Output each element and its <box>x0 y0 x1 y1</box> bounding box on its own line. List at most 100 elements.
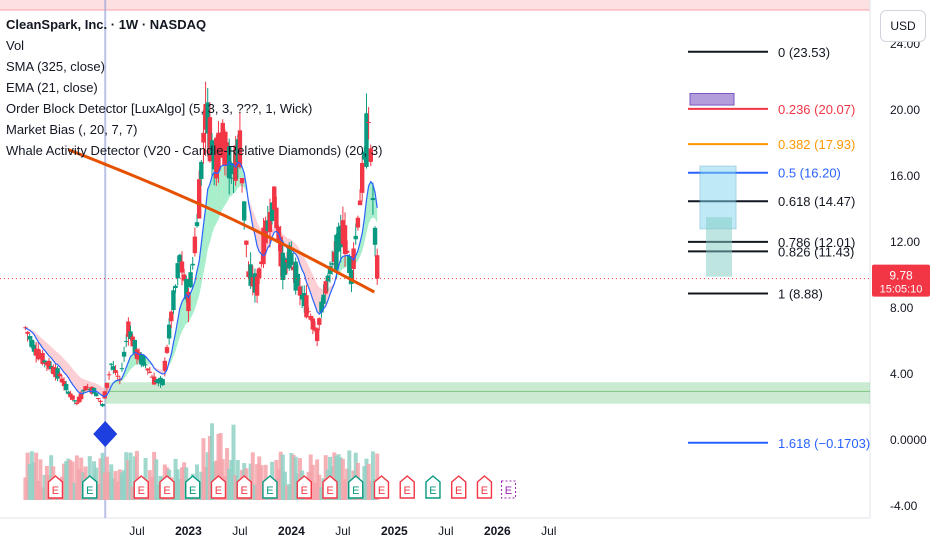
volume-bar <box>257 456 262 500</box>
volume-bar <box>336 454 341 500</box>
earnings-flag-icon[interactable] <box>425 475 441 499</box>
market-bias-segment <box>179 301 183 337</box>
price-tick-label: 0.0000 <box>890 433 927 447</box>
candle-body <box>304 295 309 318</box>
volume-bar <box>345 468 350 500</box>
volume-bar <box>207 436 212 500</box>
volume-bar <box>315 459 320 500</box>
market-bias-segment <box>55 351 58 365</box>
candle-body <box>115 375 120 377</box>
market-bias-segment <box>53 348 56 364</box>
whale-diamond-icon[interactable] <box>93 421 118 447</box>
indicator-whale-activity[interactable]: Whale Activity Detector (V20 - Candle-Re… <box>6 143 383 158</box>
earnings-flag-icon[interactable] <box>451 475 467 499</box>
volume-bar <box>70 461 75 500</box>
volume-bar <box>338 457 343 500</box>
candle-body <box>321 294 326 304</box>
candle-body <box>104 382 110 388</box>
candle-body <box>323 281 328 294</box>
market-bias-segment <box>184 294 187 328</box>
earnings-flag-icon[interactable] <box>82 475 98 499</box>
market-bias-segment <box>132 351 135 368</box>
volume-bar <box>77 468 82 500</box>
volume-bar <box>199 471 204 500</box>
earnings-flag-letter: E <box>189 485 196 497</box>
earnings-flag-icon[interactable] <box>210 475 227 499</box>
price-tick-label: 16.00 <box>890 169 920 183</box>
earnings-flag-icon[interactable] <box>159 475 175 499</box>
candle-body <box>70 395 75 400</box>
candle-body <box>269 202 275 221</box>
earnings-flag-icon[interactable] <box>476 475 493 499</box>
fib-level-label: 0.5 (16.20) <box>778 166 841 181</box>
volume-bar <box>34 452 39 500</box>
indicator-sma[interactable]: SMA (325, close) <box>6 59 105 74</box>
upcoming-earnings-icon[interactable] <box>500 480 516 499</box>
symbol-title[interactable]: CleanSpark, Inc. · 1W · NASDAQ <box>6 17 207 32</box>
earnings-flag-icon[interactable] <box>399 475 415 499</box>
market-bias-segment <box>46 342 50 356</box>
fib-purple-box <box>689 93 735 106</box>
volume-bar <box>147 470 152 500</box>
volume-bar <box>111 478 116 500</box>
indicator-ema[interactable]: EMA (21, close) <box>6 80 98 95</box>
candle-body <box>188 272 193 288</box>
volume-bar <box>287 484 292 500</box>
market-bias-segment <box>362 218 365 252</box>
candle-body <box>325 275 331 282</box>
volume-bar <box>115 481 120 500</box>
earnings-flag-letter: E <box>404 485 411 497</box>
candle-body <box>42 360 47 363</box>
earnings-flag-icon[interactable] <box>296 475 312 499</box>
order-block-zone <box>105 382 871 404</box>
indicator-market-bias[interactable]: Market Bias (, 20, 7, 7) <box>6 122 138 137</box>
volume-bar <box>154 459 159 500</box>
candle-body <box>192 236 198 254</box>
candle-body <box>263 220 268 244</box>
earnings-flag-icon[interactable] <box>373 475 390 499</box>
earnings-flag-icon[interactable] <box>47 475 64 499</box>
market-bias-segment <box>364 199 367 244</box>
market-bias-segment <box>68 363 71 382</box>
volume-bar <box>366 463 371 500</box>
candle-body <box>359 162 365 193</box>
volume-bar <box>175 469 180 500</box>
earnings-flag-icon[interactable] <box>185 475 201 499</box>
earnings-flag-icon[interactable] <box>236 475 252 499</box>
candle-body <box>171 290 176 311</box>
candle-body <box>59 378 65 383</box>
candle-body <box>295 273 301 287</box>
candle-body <box>121 351 127 357</box>
indicator-order-block[interactable]: Order Block Detector [LuxAlgo] (5, 3, 3,… <box>6 101 313 116</box>
volume-bar <box>285 485 290 500</box>
market-bias-segment <box>70 366 73 385</box>
candle-body <box>94 393 99 397</box>
earnings-flag-icon[interactable] <box>348 475 364 499</box>
volume-bar <box>364 458 369 500</box>
volume-bar <box>113 471 118 500</box>
volume-bar <box>180 467 185 500</box>
earnings-flag-icon[interactable] <box>322 475 338 499</box>
earnings-flag-letter: E <box>301 485 308 497</box>
indicator-vol[interactable]: Vol <box>6 38 25 53</box>
volume-bar <box>124 452 129 500</box>
volume-bar <box>225 448 230 500</box>
sma-line <box>67 148 376 294</box>
volume-bar <box>319 487 324 500</box>
fib-level-label: 1.618 (−0.1703) <box>778 436 870 451</box>
volume-bar <box>152 451 157 500</box>
candle-body <box>310 318 316 330</box>
currency-button[interactable]: USD <box>880 10 926 42</box>
market-bias-segment <box>44 340 47 354</box>
earnings-flag-letter: E <box>266 485 273 497</box>
market-bias-segment <box>182 298 185 332</box>
candle-body <box>207 117 213 162</box>
volume-bar <box>177 478 182 500</box>
earnings-flag-icon[interactable] <box>133 475 149 499</box>
market-bias-segment <box>218 166 221 220</box>
volume-bar <box>334 455 339 500</box>
earnings-flag-icon[interactable] <box>262 475 278 499</box>
time-axis-label: Jul <box>232 524 247 538</box>
market-bias-segment <box>100 386 103 397</box>
